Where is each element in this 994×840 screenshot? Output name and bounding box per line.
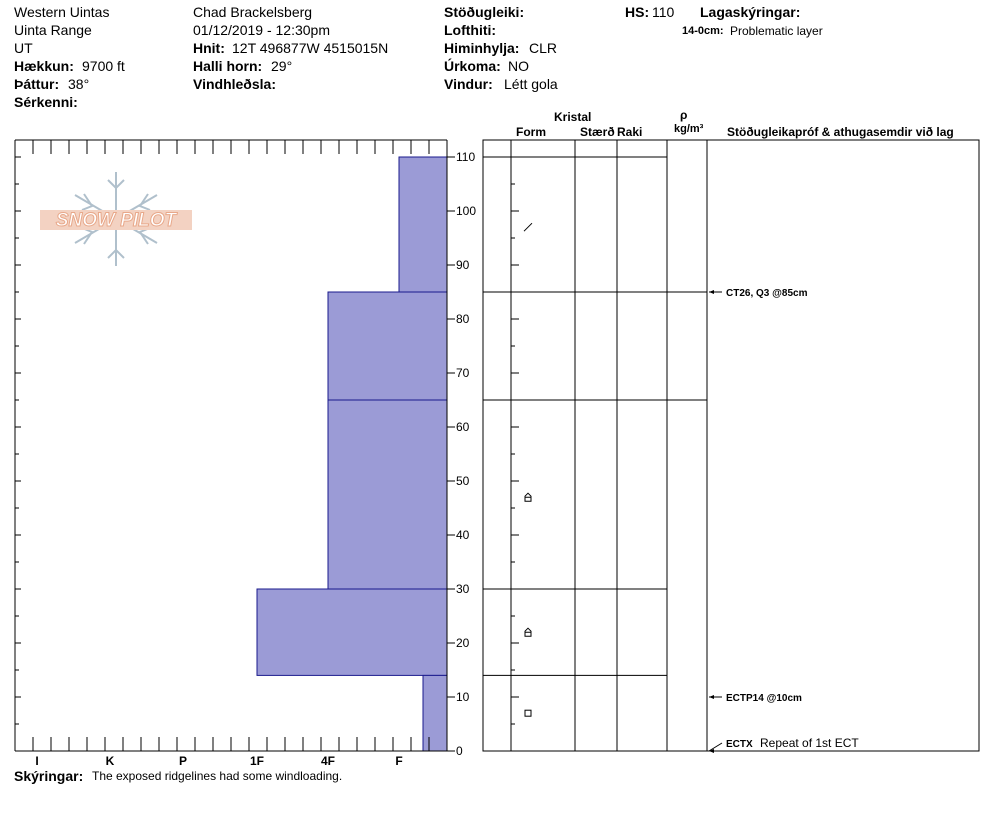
coords-value: 12T 496877W 4515015N [232,40,389,56]
x-tick-label: K [106,754,115,768]
header-crystal: Kristal [554,110,592,124]
airtemp-label: Lofthiti: [444,22,497,38]
test-arrow [708,742,723,752]
test-code: ECTX [726,739,753,750]
hs-value: 110 [652,4,675,20]
aspect-label: Þáttur: [14,76,60,92]
x-tick-label: 4F [321,754,335,768]
test-arrowhead-icon [709,695,714,699]
y-tick-label: 80 [456,312,470,326]
stability-label: Stöðugleiki: [444,4,525,20]
header-moisture: Raki [617,125,643,139]
test-note: Repeat of 1st ECT [760,736,859,750]
grain-faceted-crystal-icon [524,709,532,717]
test-code: CT26, Q3 @85cm [726,288,808,299]
y-tick-label: 100 [456,204,476,218]
observer: Chad Brackelsberg [193,4,313,20]
aspect-value: 38° [68,76,90,92]
elevation-value: 9700 ft [82,58,125,74]
y-tick-label: 110 [456,150,475,164]
precip-value: NO [508,58,529,74]
sky-label: Himinhylja: [444,40,520,56]
state: UT [14,40,33,56]
hs-label: HS: [625,4,650,20]
test-arrowhead-icon [709,290,714,294]
coords-label: Hnit: [193,40,225,56]
header-tests: Stöðugleikapróf & athugasemdir við lag [727,125,954,139]
crystal-table-frame [482,139,980,752]
elevation-label: Hækkun: [14,58,74,74]
test-arrowhead-icon [709,749,714,753]
y-tick-label: 50 [456,474,470,488]
logo-band [40,210,192,230]
hardness-bar [327,399,448,590]
y-tick-label: 60 [456,420,470,434]
layer-notes-label: Lagaskýringar: [700,4,801,20]
windloading-label: Vindhleðsla: [193,76,276,92]
datetime: 01/12/2019 - 12:30pm [193,22,330,38]
layer-note-depth: 14-0cm: [682,25,724,37]
wind-label: Vindur: [444,76,493,92]
y-tick-label: 70 [456,366,470,380]
hardness-bar [256,588,448,676]
precip-label: Úrkoma: [444,58,501,74]
location: Western Uintas [14,4,110,20]
features-label: Sérkenni: [14,94,78,110]
header-density-unit: kg/m³ [674,123,704,135]
sky-value: CLR [529,40,558,56]
range: Uinta Range [14,22,92,38]
header-form: Form [516,125,546,139]
y-tick-label: 10 [456,690,470,704]
y-tick-label: 90 [456,258,470,272]
x-tick-label: P [179,754,187,768]
grain-precip-particle-icon [523,222,533,232]
x-tick-label: 1F [250,754,264,768]
y-tick-label: 20 [456,636,470,650]
hardness-bar [327,291,448,401]
header-size: Stærð [580,125,615,139]
y-tick-label: 40 [456,528,470,542]
layer-note-text: Problematic layer [730,24,823,38]
hardness-bar [422,674,448,752]
y-tick-label: 0 [456,744,463,758]
slope-label: Halli horn: [193,58,263,74]
test-code: ECTP14 @10cm [726,693,802,704]
grain-faceted-rounded-icon [524,627,532,637]
x-tick-label: F [395,754,402,768]
header-rho: ρ [680,108,688,122]
grain-faceted-rounded-icon [524,492,532,502]
comments-text: The exposed ridgelines had some windload… [92,769,343,783]
hardness-bar [398,156,448,293]
snowpilot-logo: SNOW PILOT [56,210,178,231]
y-tick-label: 30 [456,582,470,596]
x-tick-label: I [35,754,38,768]
wind-value: Létt gola [504,76,558,92]
comments-label: Skýringar: [14,768,84,784]
slope-value: 29° [271,58,293,74]
